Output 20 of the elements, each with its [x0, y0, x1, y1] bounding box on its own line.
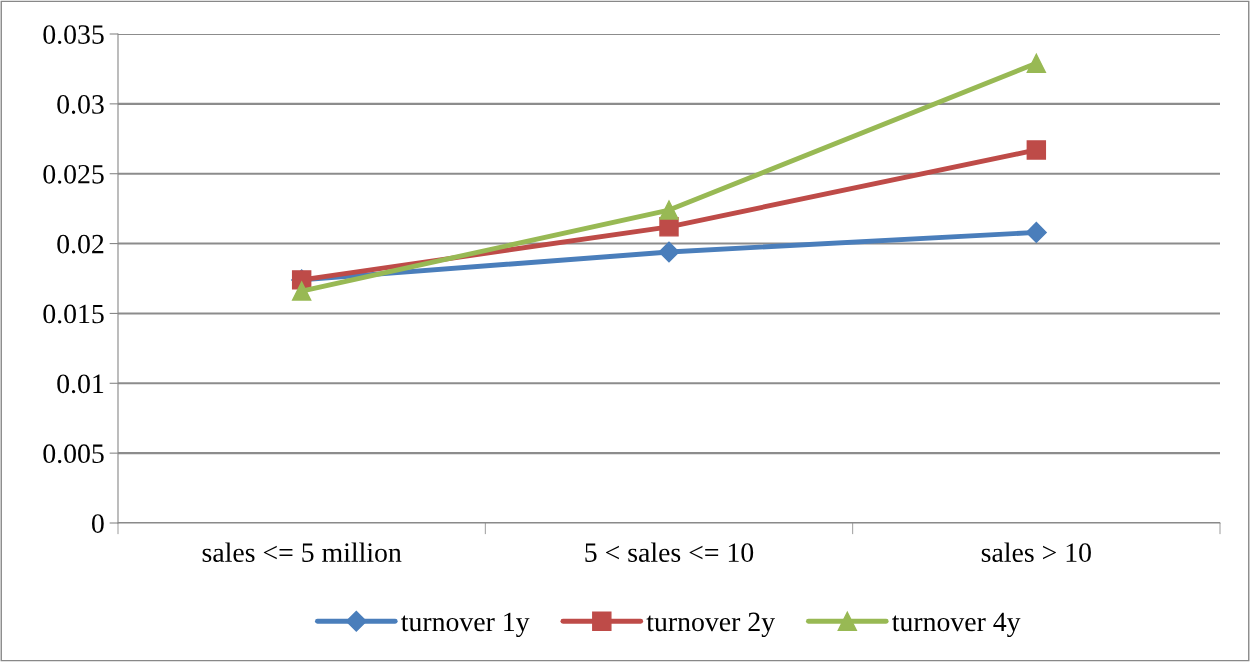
point	[659, 200, 679, 220]
y-tick-label: 0.035	[43, 25, 104, 45]
y-tick-label: 0.01	[57, 374, 104, 394]
y-tick-label: 0.025	[43, 164, 104, 184]
legend-label: turnover 2y	[646, 612, 775, 638]
point	[1026, 140, 1047, 160]
x-tick-label: 5 < sales <= 10	[585, 542, 754, 562]
point	[291, 281, 312, 301]
legend-label: turnover 1y	[401, 612, 530, 638]
point	[1025, 221, 1047, 243]
y-tick-label: 0.005	[43, 444, 104, 464]
x-tick-label: sales <= 5 million	[202, 542, 402, 562]
point	[658, 241, 680, 263]
point	[1026, 53, 1047, 74]
x-tick-label: sales > 10	[981, 542, 1091, 562]
y-tick-label: 0.015	[43, 304, 104, 324]
legend-label: turnover 4y	[892, 612, 1021, 638]
y-tick-label: 0.02	[57, 234, 104, 254]
y-tick-label: 0.03	[57, 95, 104, 114]
y-tick-label: 0	[91, 514, 104, 533]
